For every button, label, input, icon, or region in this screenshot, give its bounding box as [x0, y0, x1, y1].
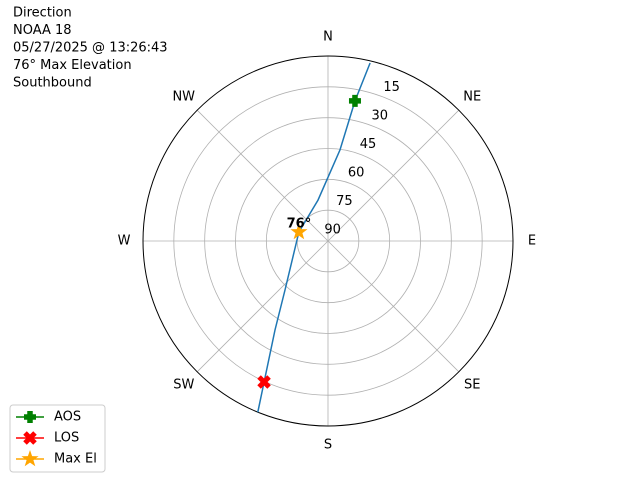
los-marker	[23, 431, 37, 445]
track-line	[257, 62, 371, 413]
r-tick-label: 60	[348, 165, 365, 180]
theta-tick-label: N	[323, 30, 333, 45]
max-el-marker	[290, 223, 308, 240]
outer-frame	[142, 55, 514, 427]
r-tick-label: 75	[336, 194, 353, 209]
r-tick-label: 90	[324, 222, 341, 237]
r-tick-label: 45	[360, 137, 377, 152]
title-line: Direction	[13, 6, 72, 21]
aos-marker	[348, 94, 361, 107]
grid-spoke	[196, 240, 329, 373]
grid-spoke	[327, 240, 460, 373]
r-tick-label: 15	[383, 80, 400, 95]
aos-marker	[24, 411, 36, 423]
legend-label: AOS	[54, 410, 81, 425]
legend-label: Max El	[54, 452, 97, 467]
theta-tick-label: E	[528, 234, 536, 249]
max-el-marker	[21, 450, 39, 467]
theta-tick-label: SW	[173, 378, 194, 393]
title-line: Southbound	[13, 76, 92, 91]
title-line: 76° Max Elevation	[13, 58, 132, 73]
max-el-annotation: 76°	[287, 217, 312, 232]
title-block: Direction NOAA 18 05/27/2025 @ 13:26:43 76°…	[13, 6, 168, 91]
legend-label: LOS	[54, 431, 79, 446]
theta-tick-label: S	[324, 438, 332, 453]
title-line: NOAA 18	[13, 23, 72, 38]
grid-spoke	[327, 109, 460, 242]
theta-tick-label: NW	[172, 89, 195, 104]
los-marker	[257, 375, 271, 389]
theta-tick-label: W	[118, 234, 131, 249]
title-line: 05/27/2025 @ 13:26:43	[13, 41, 168, 56]
theta-tick-label: NE	[463, 89, 481, 104]
legend-box	[9, 404, 106, 473]
r-tick-label: 30	[372, 108, 389, 123]
legend: AOS LOS Max El	[9, 404, 106, 473]
theta-tick-label: SE	[464, 378, 480, 393]
